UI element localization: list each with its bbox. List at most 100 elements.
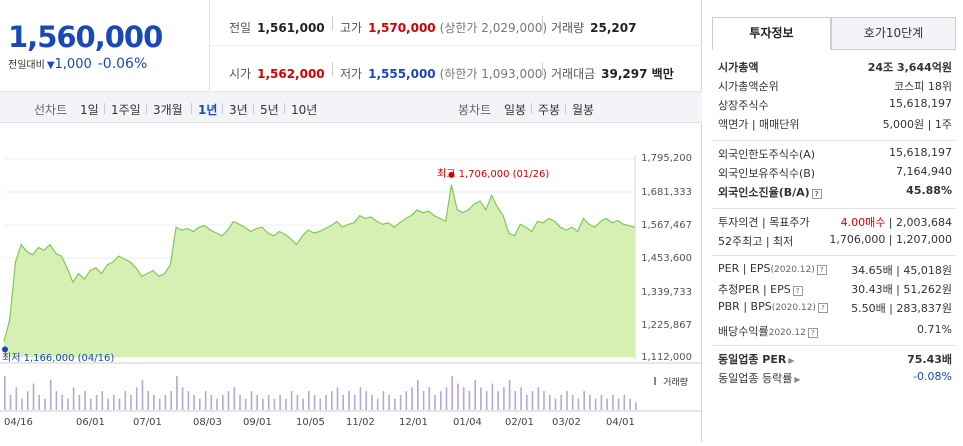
tab-orderbook[interactable]: 호가10단계 [831, 17, 956, 50]
info-key-period: (2020.12) [770, 265, 815, 275]
volume-bar [308, 391, 310, 410]
help-icon[interactable]: ? [816, 265, 827, 275]
info-value: 0.71% [917, 323, 952, 336]
volume-bar [594, 398, 597, 410]
volume-bar [537, 387, 540, 410]
volume-bar [15, 387, 18, 410]
period-3y[interactable]: 3년 [229, 103, 248, 117]
volume-bar [153, 394, 155, 410]
volume-bar [485, 391, 488, 410]
y-tick: 1,567,467 [641, 220, 692, 231]
info-value: 45.88% [906, 184, 952, 197]
volume-bar [38, 394, 40, 410]
info-row: 동일업종 PER ▶ 75.43배 [718, 351, 952, 370]
period-3m[interactable]: 3개월 [153, 103, 183, 117]
info-row: 투자의견 | 목표주가 4.00매수 | 2,003,684 [718, 214, 952, 233]
info-value: 34.65배 | 45,018원 [851, 264, 952, 277]
price-chart[interactable]: 1,795,200 1,681,333 1,567,467 1,453,600 … [0, 123, 702, 442]
x-tick: 03/02 [552, 417, 581, 428]
volume-bar [216, 398, 218, 410]
volume-bar [365, 391, 367, 410]
volume-bar [319, 398, 322, 410]
volume-bar [560, 394, 562, 410]
candle-chart-label: 봉차트 [458, 103, 492, 117]
info-key-period: (2020.12) [771, 303, 816, 313]
arrow-right-icon[interactable]: ▶ [794, 375, 801, 384]
period-5y[interactable]: 5년 [260, 103, 279, 117]
y-tick: 1,339,733 [641, 287, 692, 298]
info-row: 배당수익률2020.12? 0.71% [718, 323, 952, 342]
volume-bar [629, 398, 631, 410]
price-area [4, 184, 635, 357]
candle-monthly[interactable]: 월봉 [572, 103, 595, 117]
info-value: 1,706,000 | 1,207,000 [829, 233, 952, 246]
info-key: 52주최고 | 최저 [718, 235, 794, 248]
volume-bar [118, 398, 121, 410]
help-icon[interactable]: ? [807, 328, 818, 338]
volume-bar [61, 394, 63, 410]
candle-daily[interactable]: 일봉 [504, 103, 527, 117]
volume-bar [566, 391, 568, 410]
x-tick: 04/01 [606, 417, 635, 428]
volume-bar [353, 394, 356, 410]
volume-bar [468, 391, 471, 410]
volume-bar [531, 391, 534, 410]
volume-bar [9, 394, 12, 410]
info-key: 동일업종 PER ▶ [718, 353, 795, 366]
price-change: 전일대비 ▼1,000 -0.06% [8, 56, 147, 72]
volume-bar [296, 394, 299, 410]
triangle-down-icon: ▼ [46, 60, 55, 71]
info-row: 상장주식수 15,618,197 [718, 97, 952, 116]
info-key: 시가총액 [718, 61, 759, 74]
volume-bar [600, 394, 603, 410]
arrow-right-icon[interactable]: ▶ [788, 356, 795, 365]
help-icon[interactable]: ? [811, 189, 822, 199]
volume-bar [554, 398, 557, 410]
info-value: 5,000원 | 1주 [882, 118, 952, 131]
help-icon[interactable]: ? [817, 303, 828, 313]
volume-bar [49, 379, 52, 410]
info-value: 7,164,940 [896, 165, 952, 178]
tab-investment-info[interactable]: 투자정보 [712, 17, 831, 50]
volume-bar [55, 391, 58, 410]
period-1y[interactable]: 1년 [198, 103, 218, 117]
info-value: -0.08% [913, 370, 952, 383]
volume-bar [348, 391, 350, 410]
info-value: 75.43배 [907, 353, 952, 366]
info-row: 외국인보유주식수(B) 7,164,940 [718, 165, 952, 184]
info-key: 외국인한도주식수(A) [718, 148, 816, 161]
chart-canvas [0, 155, 702, 412]
info-value: 4.00매수 | 2,003,684 [840, 216, 952, 229]
volume-bar [623, 394, 626, 410]
info-row: 외국인한도주식수(A) 15,618,197 [718, 146, 952, 165]
volume-bar [405, 391, 408, 410]
volume-bar [342, 394, 344, 410]
volume-bar [399, 394, 402, 410]
volume-bar [181, 387, 184, 410]
volume-bar [44, 398, 46, 410]
volume-bar [617, 398, 620, 410]
volume-bar [4, 376, 6, 410]
volume-bar [589, 394, 591, 410]
volume-legend: 거래량 [663, 378, 688, 388]
info-value: 15,618,197 [889, 97, 952, 110]
volume-bar [72, 387, 75, 410]
info-row: 동일업종 등락률 ▶ -0.08% [718, 370, 952, 389]
volume-bar [543, 391, 545, 410]
period-1d[interactable]: 1일 [80, 103, 99, 117]
info-key-period: 2020.12 [768, 328, 806, 338]
volume-bar [508, 379, 511, 410]
volume-bar [239, 394, 241, 410]
help-icon[interactable]: ? [792, 286, 803, 296]
price-line [3, 184, 636, 342]
period-1w[interactable]: 1주일 [111, 103, 141, 117]
volume-bar [78, 394, 81, 410]
volume-bar [382, 391, 385, 410]
volume-bar [101, 391, 104, 410]
candle-weekly[interactable]: 주봉 [538, 103, 561, 117]
volume-bar [158, 398, 161, 410]
volume-bar [313, 394, 316, 410]
x-tick: 02/01 [505, 417, 534, 428]
period-10y[interactable]: 10년 [291, 103, 318, 117]
x-tick: 12/01 [399, 417, 428, 428]
